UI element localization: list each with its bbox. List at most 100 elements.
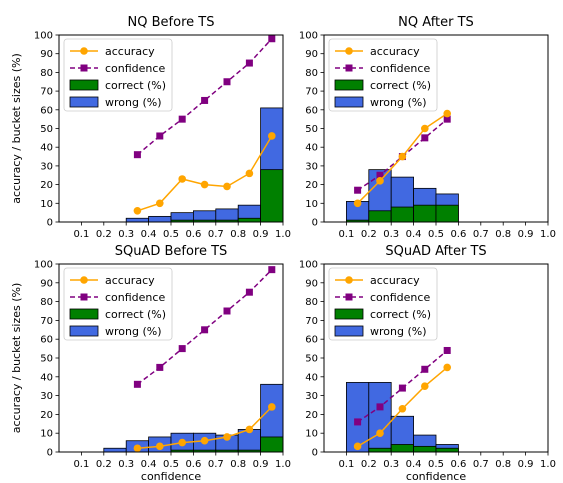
legend-confidence-marker [345,64,353,72]
legend-correct-swatch [334,308,364,320]
y-tick-label: 50 [40,124,53,135]
correct-bar [413,445,437,453]
legend-label: confidence [105,62,165,75]
y-tick-label: 70 [305,87,318,98]
y-tick-label: 70 [305,316,318,327]
x-tick-label: 0.8 [230,459,246,470]
x-tick-label: 0.2 [361,229,377,240]
y-tick-label: 40 [40,372,53,383]
legend-label: wrong (%) [105,96,162,109]
confidence-point [354,418,362,426]
x-tick-label: 0.4 [406,229,422,240]
legend: accuracy confidence correct (%) wrong (%) [328,38,438,112]
legend-label: wrong (%) [370,325,427,338]
wrong-bar [368,382,392,453]
accuracy-point [223,433,231,441]
legend-wrong-swatch [334,325,364,337]
y-tick-label: 30 [305,391,318,402]
y-tick-label: 100 [34,31,53,42]
legend-label: wrong (%) [105,325,162,338]
legend-label: accuracy [370,274,420,287]
x-tick-label: 0.9 [518,229,534,240]
x-tick-label: 0.3 [118,459,134,470]
y-tick-label: 60 [305,335,318,346]
confidence-point [443,115,451,123]
x-tick-label: 0.7 [208,459,224,470]
subplot-4: 0 10 20 30 40 50 60 70 80 90 100 0.1 0.2 0.3 0.4 0.5 0.6… [299,244,556,483]
legend-box [63,267,173,341]
legend-label: correct (%) [370,308,431,321]
accuracy-point [398,152,407,161]
y-tick-label: 90 [305,278,318,289]
correct-bar [390,444,415,453]
accuracy-point [133,444,142,453]
chart-title: SQuAD After TS [385,244,486,259]
x-tick-label: 0.5 [163,229,179,240]
y-tick-label: 40 [40,143,53,154]
y-tick-label: 50 [305,354,318,365]
x-tick-label: 0.5 [428,229,444,240]
accuracy-point [133,206,142,215]
y-tick-label: 50 [40,354,53,365]
y-tick-label: 60 [40,335,53,346]
x-tick-label: 1.0 [275,229,291,240]
x-tick-label: 0.1 [73,459,89,470]
y-tick-label: 30 [40,391,53,402]
y-tick-label: 30 [40,161,53,172]
confidence-point [156,132,164,140]
confidence-point [156,363,164,371]
x-tick-label: 0.2 [361,459,377,470]
legend-correct-swatch [69,308,99,320]
legend-label: correct (%) [105,308,166,321]
y-tick-label: 50 [305,124,318,135]
x-tick-label: 0.6 [185,229,201,240]
legend-confidence-marker [80,64,88,72]
correct-bar [368,447,392,453]
confidence-point [201,326,209,334]
y-tick-label: 0 [312,218,318,229]
y-tick-label: 30 [305,161,318,172]
x-tick-label: 0.5 [428,459,444,470]
y-tick-label: 40 [305,372,318,383]
x-tick-label: 0.6 [185,459,201,470]
legend-label: accuracy [370,45,420,58]
x-tick-label: 0.7 [208,229,224,240]
accuracy-point [245,169,254,178]
x-tick-label: 0.9 [253,229,269,240]
y-axis-label: accuracy / bucket sizes (%) [10,283,23,433]
confidence-point [376,171,384,179]
chart-title: NQ After TS [398,15,474,30]
x-tick-label: 0.3 [118,229,134,240]
confidence-point [178,115,186,123]
x-tick-label: 0.3 [383,459,399,470]
legend-box [63,38,173,112]
x-tick-label: 0.8 [495,229,511,240]
x-tick-label: 0.6 [450,229,466,240]
x-tick-label: 0.1 [338,229,354,240]
confidence-point [201,96,209,104]
correct-bar [413,204,437,223]
y-tick-label: 70 [40,87,53,98]
x-axis-label: confidence [141,470,201,483]
confidence-point [133,380,141,388]
legend-label: correct (%) [105,79,166,92]
accuracy-point [421,124,429,133]
accuracy-point [353,442,362,451]
confidence-point [178,345,186,353]
x-axis-label: confidence [406,470,466,483]
legend-label: wrong (%) [370,96,427,109]
correct-bar [260,169,284,223]
subplot-3: 0 10 20 30 40 50 60 70 80 90 100 0.1 0.2 0.3 0.4 0.5 0.6… [10,244,291,483]
accuracy-point [223,182,231,191]
subplot-1: 0 10 20 30 40 50 60 70 80 90 100 0.1 0.2 0.3 0.4 0.5 0.6… [10,15,291,240]
y-tick-label: 20 [305,180,318,191]
x-tick-label: 0.4 [141,459,157,470]
legend-correct-swatch [69,79,99,91]
correct-bar [435,447,459,453]
legend-accuracy-marker [345,276,353,284]
accuracy-point [268,403,276,411]
y-tick-label: 70 [40,316,53,327]
confidence-point [421,134,429,142]
accuracy-point [353,199,362,208]
legend-wrong-swatch [334,96,364,108]
